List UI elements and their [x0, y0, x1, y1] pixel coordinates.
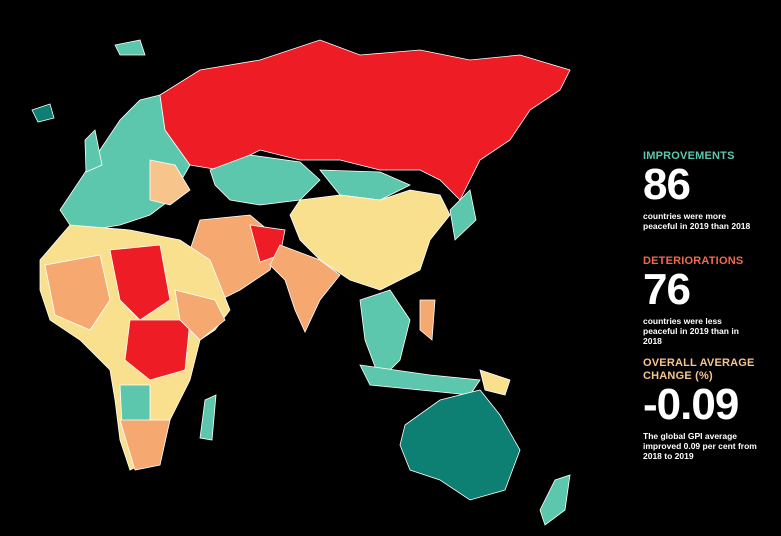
greenland [114, 39, 146, 56]
world-map [31, 39, 571, 526]
iceland [31, 103, 55, 123]
madagascar [199, 394, 217, 441]
australia [399, 389, 521, 501]
stat-deteriorations: DETERIORATIONS 76 countries were less pe… [643, 255, 773, 346]
new-zealand [539, 474, 571, 526]
southeast-asia [359, 289, 411, 381]
india [269, 244, 341, 333]
stat-description: countries were more peaceful in 2019 tha… [643, 211, 751, 231]
papua-new-guinea [479, 369, 511, 396]
stat-label: OVERALL AVERAGE CHANGE (%) [643, 357, 755, 382]
stat-value: 86 [643, 160, 691, 209]
stat-description: The global GPI average improved 0.09 per… [643, 431, 757, 461]
stat-label: IMPROVEMENTS [643, 150, 735, 162]
stat-value: -0.09 [643, 380, 739, 429]
stat-label: DETERIORATIONS [643, 255, 744, 267]
mongolia [319, 169, 411, 201]
stat-description: countries were less peaceful in 2019 tha… [643, 316, 739, 346]
stat-improvements: IMPROVEMENTS 86 countries were more peac… [643, 150, 773, 231]
southern-africa [119, 419, 171, 471]
indonesia [359, 364, 481, 396]
philippines [419, 299, 436, 341]
southern-africa-west [119, 384, 151, 426]
russia [159, 39, 571, 201]
sahel [109, 244, 171, 321]
united-kingdom [84, 129, 103, 173]
stat-average-change: OVERALL AVERAGE CHANGE (%) -0.09 The glo… [643, 357, 763, 461]
japan [449, 189, 477, 241]
stat-value: 76 [643, 265, 691, 314]
eastern-europe [149, 159, 191, 206]
west-africa [44, 254, 111, 331]
china [289, 189, 451, 291]
east-africa [174, 289, 226, 341]
